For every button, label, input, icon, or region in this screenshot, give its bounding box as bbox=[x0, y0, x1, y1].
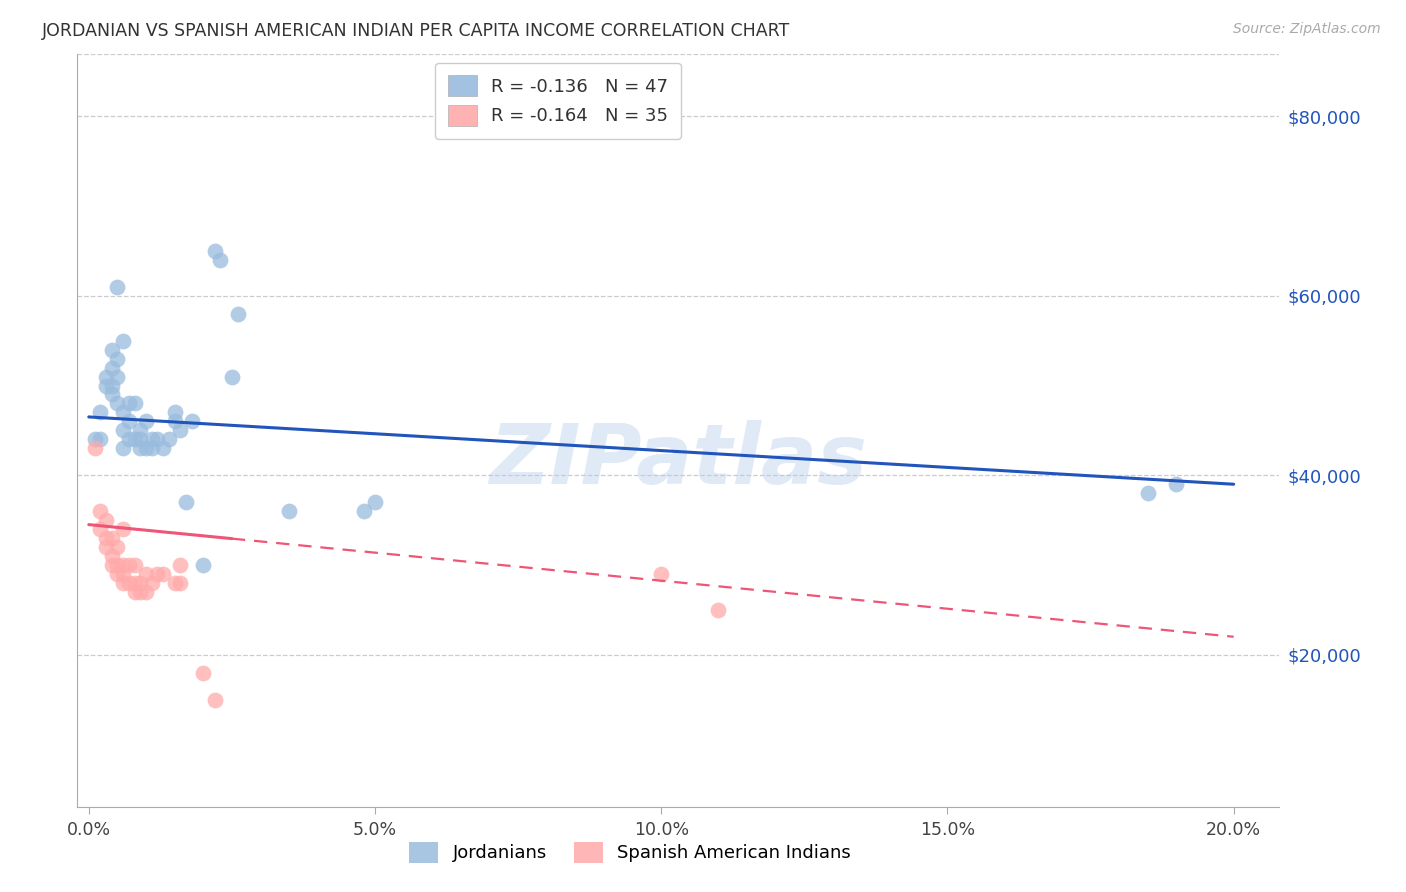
Point bbox=[152, 442, 174, 456]
Text: Source: ZipAtlas.com: Source: ZipAtlas.com bbox=[1233, 22, 1381, 37]
Point bbox=[107, 566, 129, 581]
Point bbox=[141, 433, 163, 447]
Point bbox=[112, 442, 135, 456]
Point bbox=[193, 665, 215, 680]
Point bbox=[89, 433, 111, 447]
Point bbox=[94, 513, 117, 527]
Point bbox=[193, 558, 215, 572]
Point bbox=[129, 585, 152, 599]
Point bbox=[118, 576, 141, 591]
Point bbox=[135, 566, 157, 581]
Point bbox=[112, 405, 135, 419]
Point bbox=[1166, 477, 1188, 491]
Point bbox=[112, 576, 135, 591]
Point bbox=[94, 531, 117, 545]
Point bbox=[107, 540, 129, 554]
Point bbox=[141, 442, 163, 456]
Point bbox=[163, 414, 186, 428]
Point bbox=[152, 566, 174, 581]
Point bbox=[112, 558, 135, 572]
Point bbox=[107, 396, 129, 410]
Point bbox=[129, 433, 152, 447]
Point bbox=[100, 360, 122, 375]
Point bbox=[89, 522, 111, 536]
Point bbox=[100, 531, 122, 545]
Point bbox=[226, 307, 249, 321]
Legend: Jordanians, Spanish American Indians: Jordanians, Spanish American Indians bbox=[402, 835, 859, 870]
Point bbox=[107, 280, 129, 294]
Point bbox=[100, 343, 122, 357]
Point bbox=[118, 414, 141, 428]
Point bbox=[163, 405, 186, 419]
Point bbox=[124, 433, 146, 447]
Point bbox=[135, 442, 157, 456]
Point bbox=[707, 603, 730, 617]
Point bbox=[129, 424, 152, 438]
Point bbox=[650, 566, 672, 581]
Point bbox=[118, 433, 141, 447]
Point bbox=[112, 334, 135, 348]
Point bbox=[364, 495, 387, 509]
Point bbox=[135, 414, 157, 428]
Point bbox=[209, 252, 232, 267]
Point bbox=[157, 433, 180, 447]
Point bbox=[100, 387, 122, 401]
Point bbox=[180, 414, 202, 428]
Point bbox=[146, 433, 169, 447]
Point bbox=[146, 566, 169, 581]
Point bbox=[204, 244, 226, 258]
Point bbox=[221, 369, 243, 384]
Point bbox=[112, 522, 135, 536]
Point bbox=[204, 692, 226, 706]
Point bbox=[100, 378, 122, 392]
Point bbox=[163, 576, 186, 591]
Point bbox=[112, 566, 135, 581]
Point bbox=[94, 540, 117, 554]
Point bbox=[353, 504, 375, 518]
Point bbox=[89, 405, 111, 419]
Text: ZIPatlas: ZIPatlas bbox=[489, 420, 868, 501]
Point bbox=[169, 576, 191, 591]
Point bbox=[124, 558, 146, 572]
Point bbox=[94, 369, 117, 384]
Point bbox=[129, 576, 152, 591]
Point bbox=[118, 396, 141, 410]
Text: JORDANIAN VS SPANISH AMERICAN INDIAN PER CAPITA INCOME CORRELATION CHART: JORDANIAN VS SPANISH AMERICAN INDIAN PER… bbox=[42, 22, 790, 40]
Point bbox=[1136, 486, 1159, 500]
Point bbox=[169, 558, 191, 572]
Point bbox=[129, 442, 152, 456]
Point bbox=[83, 442, 105, 456]
Point bbox=[174, 495, 197, 509]
Point bbox=[100, 549, 122, 563]
Point bbox=[124, 576, 146, 591]
Point bbox=[124, 396, 146, 410]
Point bbox=[89, 504, 111, 518]
Point bbox=[107, 369, 129, 384]
Point bbox=[112, 424, 135, 438]
Point bbox=[169, 424, 191, 438]
Point bbox=[83, 433, 105, 447]
Point bbox=[135, 585, 157, 599]
Point bbox=[141, 576, 163, 591]
Point bbox=[107, 351, 129, 366]
Point bbox=[278, 504, 301, 518]
Point bbox=[94, 378, 117, 392]
Point bbox=[100, 558, 122, 572]
Point bbox=[107, 558, 129, 572]
Point bbox=[118, 558, 141, 572]
Point bbox=[124, 585, 146, 599]
